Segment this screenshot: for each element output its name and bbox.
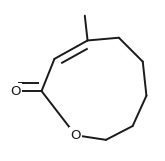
Text: O: O xyxy=(11,85,21,98)
Text: O: O xyxy=(70,129,81,142)
